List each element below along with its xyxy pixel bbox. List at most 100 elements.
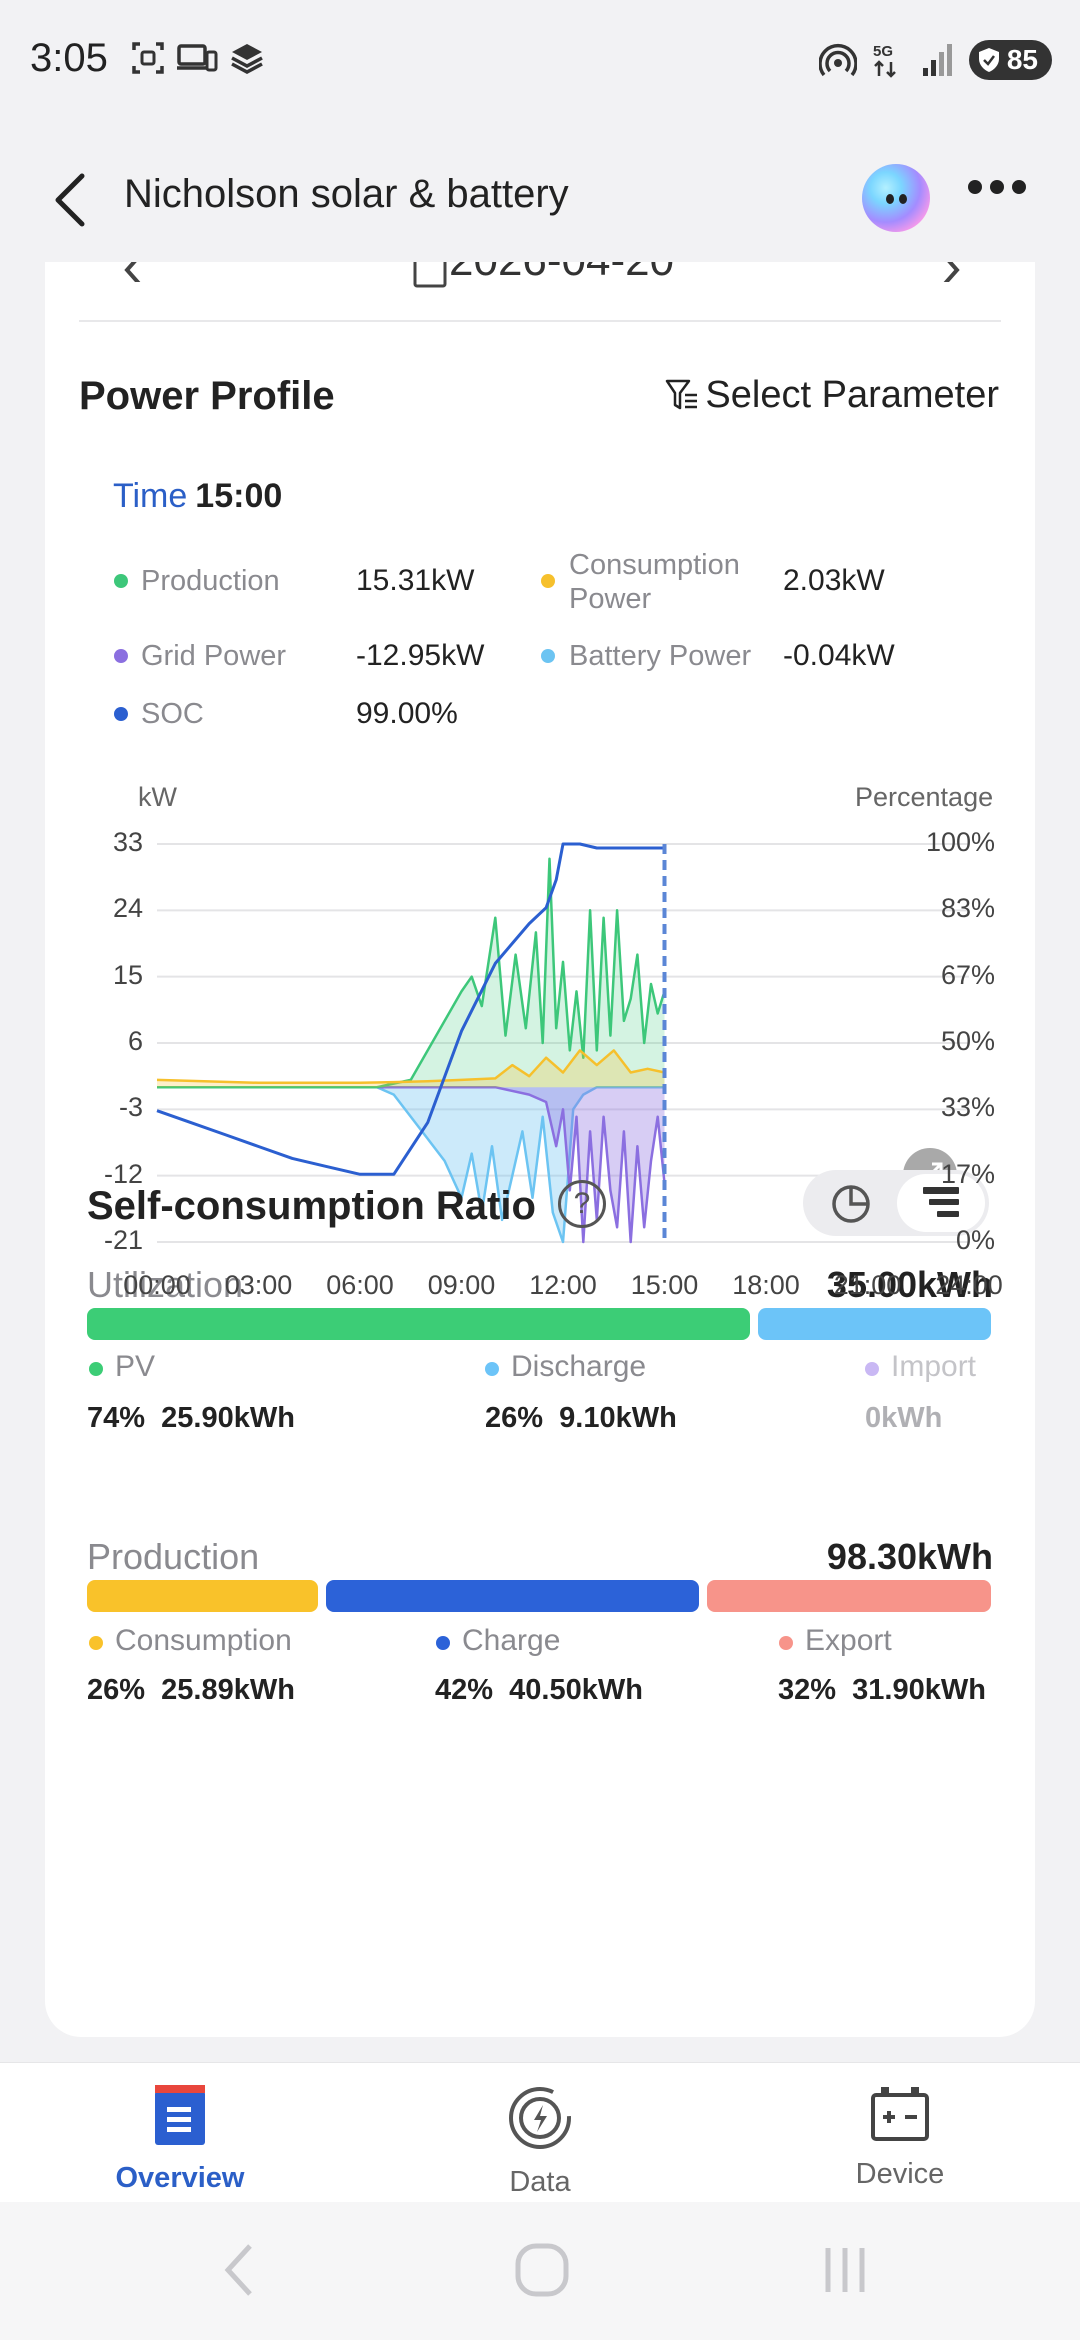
utilization-total: 35.00kWh (826, 1264, 993, 1305)
status-notification-icons (130, 40, 266, 76)
page-title: Nicholson solar & battery (124, 172, 569, 216)
y-tick-label: -21 (103, 1225, 143, 1255)
svg-text:5G: 5G (873, 43, 893, 60)
more-options-button[interactable] (968, 180, 1026, 194)
self-consumption-title: Self-consumption Ratio (87, 1184, 536, 1228)
production-bar-segment (706, 1580, 991, 1612)
x-tick-label: 21:00 (833, 1270, 902, 1300)
y2-tick-label: 67% (940, 959, 995, 990)
time-row: Time 15:00 (113, 477, 282, 516)
hotspot-icon (818, 44, 857, 77)
y-axis-unit: kW (138, 782, 177, 812)
pv-kwh: 25.90kWh (161, 1402, 295, 1434)
series-line-consumption-power (156, 1049, 665, 1085)
system-home-icon[interactable] (514, 2242, 570, 2298)
expand-icon (917, 1162, 943, 1188)
discharge-label: Discharge (511, 1350, 647, 1383)
series-area-production (157, 858, 665, 1088)
date-value[interactable]: 2026-04-20 (449, 262, 674, 286)
production-bar-segment (325, 1580, 699, 1612)
consumption-pct: 26% (87, 1674, 146, 1706)
system-nav-bar (0, 2202, 1080, 2340)
x-tick-label: 15:00 (630, 1270, 699, 1300)
avatar-eye-right (899, 194, 907, 204)
x-tick-label: 09:00 (427, 1270, 496, 1300)
x-tick-label: 24:00 (935, 1270, 1003, 1300)
time-label: Time (113, 477, 188, 515)
avatar[interactable] (862, 164, 930, 232)
discharge-dot (485, 1362, 499, 1376)
bar-list-icon (923, 1187, 959, 1217)
legend-name-grid: Grid Power (141, 640, 287, 672)
stack-icon (231, 44, 263, 74)
bottom-nav: Overview Data Device (0, 2062, 1080, 2202)
chevron-right-icon[interactable] (933, 262, 963, 282)
y2-tick-label: 0% (955, 1225, 995, 1255)
x-tick-label: 12:00 (529, 1270, 597, 1300)
chevron-left-icon[interactable] (121, 262, 151, 282)
export-dot (779, 1636, 793, 1650)
legend-name-consumption: Consumption Power (569, 549, 740, 615)
legend-name-soc: SOC (141, 698, 204, 730)
utilization-bar-segment (87, 1308, 750, 1340)
legend-dot-grid (114, 649, 128, 663)
more-dot-icon (990, 180, 1004, 194)
y2-axis-unit: Percentage (855, 782, 994, 812)
discharge-kwh: 9.10kWh (559, 1402, 677, 1434)
select-parameter-label: Select Parameter (705, 374, 999, 416)
bar-view-button[interactable] (897, 1174, 985, 1232)
select-parameter-button[interactable]: Select Parameter (665, 374, 999, 417)
back-button[interactable] (50, 168, 110, 232)
legend-name-production: Production (141, 565, 280, 597)
pv-pct: 74% (87, 1402, 146, 1434)
charge-label: Charge (462, 1624, 561, 1657)
nav-data-label: Data (509, 2166, 571, 2198)
devices-icon (177, 44, 218, 72)
legend-dot-consumption (541, 574, 555, 588)
system-recents-icon[interactable] (820, 2242, 870, 2298)
y2-tick-label: 17% (940, 1158, 995, 1189)
y-tick-label: -3 (118, 1092, 143, 1123)
legend-value-production: 15.31kW (356, 564, 475, 597)
consumption-label: Consumption (115, 1624, 292, 1657)
more-dot-icon (1012, 180, 1026, 194)
series-area-battery-power (157, 1087, 665, 1242)
y-tick-label: 15 (112, 959, 143, 990)
export-value: 32% 31.90kWh (778, 1674, 986, 1707)
utilization-bar-segment (758, 1308, 991, 1340)
power-profile-title: Power Profile (79, 374, 335, 418)
more-dot-icon (968, 180, 982, 194)
cell-signal-icon (922, 44, 952, 76)
series-area-consumption-power (157, 1050, 665, 1088)
nav-overview[interactable]: Overview (80, 2083, 280, 2195)
status-right: 5G 85 (818, 40, 1052, 80)
system-back-icon[interactable] (220, 2240, 260, 2300)
pv-label: PV (115, 1350, 156, 1383)
nav-device[interactable]: Device (800, 2083, 1000, 2191)
divider (79, 320, 1001, 322)
production-total: 98.30kWh (826, 1536, 993, 1577)
consumption-value: 26% 25.89kWh (87, 1674, 295, 1707)
help-icon[interactable]: ? (558, 1180, 606, 1228)
charge-pct: 42% (435, 1674, 494, 1706)
y2-tick-label: 83% (940, 893, 995, 924)
nav-device-label: Device (855, 2158, 945, 2190)
status-bar: 3:05 5G 85 (0, 0, 1080, 120)
x-tick-label: 00:00 (123, 1270, 191, 1300)
discharge-pct: 26% (485, 1402, 544, 1434)
nav-overview-label: Overview (115, 2162, 245, 2194)
legend-value-battery: -0.04kW (783, 639, 895, 672)
device-icon (871, 2087, 929, 2141)
legend-value-grid: -12.95kW (356, 639, 485, 672)
x-tick-label: 18:00 (732, 1270, 800, 1300)
nav-data[interactable]: Data (440, 2083, 640, 2199)
power-profile-chart[interactable] (45, 262, 1035, 1262)
pie-chart-icon (832, 1185, 870, 1223)
import-label: Import (891, 1350, 977, 1383)
battery-indicator: 85 (968, 40, 1052, 80)
avatar-eye-left (886, 194, 894, 204)
export-pct: 32% (778, 1674, 837, 1706)
x-tick-label: 03:00 (224, 1270, 293, 1300)
y-tick-label: 24 (112, 893, 143, 924)
pie-view-button[interactable] (807, 1174, 895, 1232)
